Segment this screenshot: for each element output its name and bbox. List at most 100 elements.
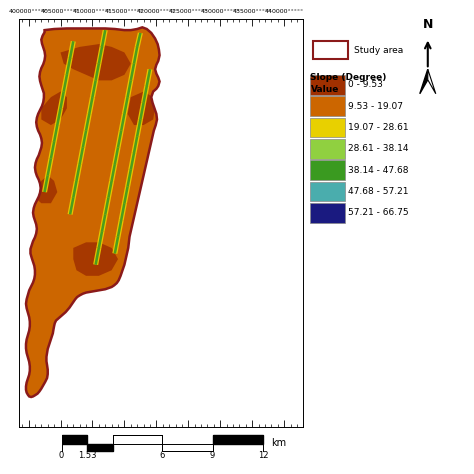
Polygon shape [131,136,140,154]
Polygon shape [71,181,79,198]
Polygon shape [63,74,68,92]
Polygon shape [162,444,212,451]
Text: 9: 9 [210,451,215,460]
Polygon shape [94,64,100,81]
Polygon shape [117,130,122,147]
Text: Slope (Degree): Slope (Degree) [310,73,387,82]
Polygon shape [112,147,120,164]
Polygon shape [64,58,73,75]
Polygon shape [142,86,148,103]
Polygon shape [74,164,82,181]
Polygon shape [98,47,103,64]
Polygon shape [69,41,74,58]
Polygon shape [50,142,55,159]
Polygon shape [94,248,100,265]
Polygon shape [107,181,113,198]
Polygon shape [133,47,138,64]
Polygon shape [93,247,101,265]
Polygon shape [114,147,119,164]
Text: Study area: Study area [354,46,403,55]
Polygon shape [128,91,155,125]
Polygon shape [100,30,108,47]
Polygon shape [68,197,76,215]
Text: N: N [423,18,433,31]
Polygon shape [113,435,162,444]
Polygon shape [141,86,149,103]
Text: 0 - 9.53: 0 - 9.53 [348,81,383,89]
Polygon shape [122,186,130,204]
Polygon shape [146,69,151,86]
Text: km: km [271,438,286,447]
Polygon shape [129,153,135,170]
Polygon shape [72,181,78,198]
Text: 38.14 - 47.68: 38.14 - 47.68 [348,166,409,174]
Polygon shape [112,237,120,254]
Polygon shape [117,220,122,237]
Polygon shape [129,64,135,81]
Polygon shape [128,63,137,81]
Polygon shape [52,125,60,142]
Polygon shape [420,69,428,94]
Text: 19.07 - 28.61: 19.07 - 28.61 [348,123,409,132]
Polygon shape [68,41,76,58]
Polygon shape [35,175,57,203]
Polygon shape [116,219,124,237]
Polygon shape [118,113,127,131]
Polygon shape [106,181,114,198]
Polygon shape [53,125,59,142]
Polygon shape [55,108,63,126]
Polygon shape [104,198,109,215]
Polygon shape [26,27,160,397]
Polygon shape [116,130,124,148]
Polygon shape [123,97,129,114]
Polygon shape [110,164,116,181]
Polygon shape [122,97,130,114]
Text: 6: 6 [160,451,165,460]
Text: 47.68 - 57.21: 47.68 - 57.21 [348,187,409,196]
Polygon shape [114,237,119,254]
Polygon shape [125,80,133,98]
Text: 0: 0 [59,451,64,460]
Polygon shape [212,435,263,444]
Polygon shape [73,242,118,276]
Polygon shape [136,33,142,47]
Polygon shape [42,175,50,192]
Polygon shape [96,231,105,248]
Polygon shape [61,74,69,92]
Polygon shape [61,44,131,81]
Polygon shape [100,214,108,231]
Polygon shape [85,114,91,131]
Polygon shape [133,136,138,153]
Polygon shape [135,33,143,47]
Polygon shape [131,46,140,64]
Polygon shape [136,119,142,137]
Polygon shape [56,108,62,125]
Polygon shape [144,69,153,86]
Polygon shape [62,435,87,444]
Polygon shape [120,114,126,131]
Polygon shape [135,119,143,137]
Polygon shape [103,197,111,215]
Polygon shape [90,80,98,98]
Polygon shape [58,91,66,109]
Polygon shape [128,153,137,170]
Polygon shape [87,444,113,451]
Polygon shape [83,113,92,131]
Polygon shape [69,198,74,215]
Polygon shape [77,147,85,164]
Polygon shape [93,63,101,81]
Polygon shape [109,164,118,181]
Polygon shape [101,30,107,47]
Polygon shape [101,214,107,231]
Polygon shape [78,147,84,164]
Polygon shape [127,170,132,187]
Polygon shape [46,158,52,175]
Polygon shape [91,80,97,97]
Polygon shape [88,97,94,114]
Polygon shape [138,102,146,120]
Polygon shape [81,130,89,148]
Text: Value: Value [310,85,339,94]
Polygon shape [43,175,49,192]
Polygon shape [428,69,436,94]
Polygon shape [87,97,95,114]
